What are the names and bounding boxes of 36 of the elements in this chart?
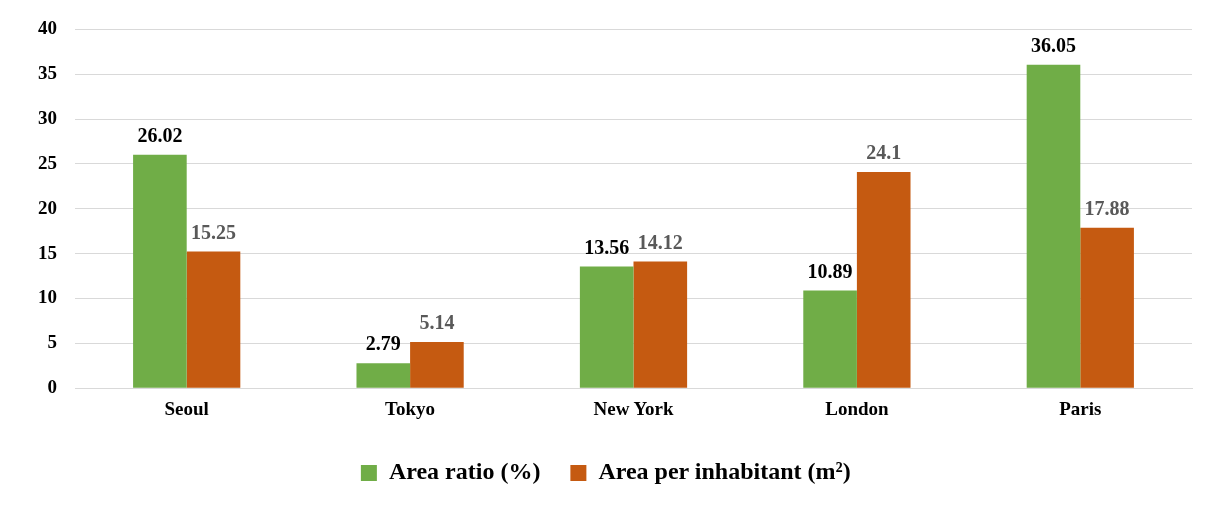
bar bbox=[803, 290, 857, 388]
y-tick-label: 20 bbox=[38, 196, 57, 218]
data-label: 10.89 bbox=[807, 259, 853, 282]
x-tick-label: Paris bbox=[1059, 397, 1102, 419]
y-tick-label: 0 bbox=[47, 376, 57, 398]
bar bbox=[1026, 64, 1081, 388]
data-label: 17.88 bbox=[1084, 196, 1130, 219]
legend-label: Area ratio (%) bbox=[388, 458, 541, 485]
y-tick-label: 30 bbox=[38, 107, 57, 129]
data-label: 2.79 bbox=[365, 332, 401, 355]
x-tick-label: Tokyo bbox=[385, 397, 436, 419]
bar bbox=[410, 342, 464, 388]
x-tick-label: New York bbox=[593, 397, 674, 419]
x-tick-label: Seoul bbox=[164, 397, 209, 419]
x-tick-label: London bbox=[825, 397, 890, 419]
y-tick-label: 35 bbox=[38, 62, 57, 84]
data-label: 5.14 bbox=[419, 311, 455, 334]
bar bbox=[186, 251, 241, 388]
bar bbox=[579, 266, 634, 388]
bar bbox=[1080, 227, 1134, 388]
bar bbox=[356, 363, 411, 388]
y-tick-label: 40 bbox=[38, 17, 57, 39]
y-tick-label: 10 bbox=[38, 286, 57, 308]
data-label: 15.25 bbox=[191, 220, 237, 243]
data-label: 36.05 bbox=[1030, 34, 1076, 56]
bar bbox=[133, 154, 187, 388]
data-label: 24.1 bbox=[866, 141, 902, 164]
bar bbox=[856, 172, 911, 388]
y-tick-label: 5 bbox=[47, 331, 57, 353]
y-tick-label: 25 bbox=[38, 151, 57, 173]
data-label: 26.02 bbox=[137, 123, 183, 146]
data-label: 14.12 bbox=[637, 230, 683, 253]
y-tick-label: 15 bbox=[38, 241, 57, 263]
bar bbox=[633, 261, 688, 388]
data-label: 13.56 bbox=[584, 235, 630, 258]
legend-label: Area per inhabitant (m²) bbox=[598, 458, 851, 485]
